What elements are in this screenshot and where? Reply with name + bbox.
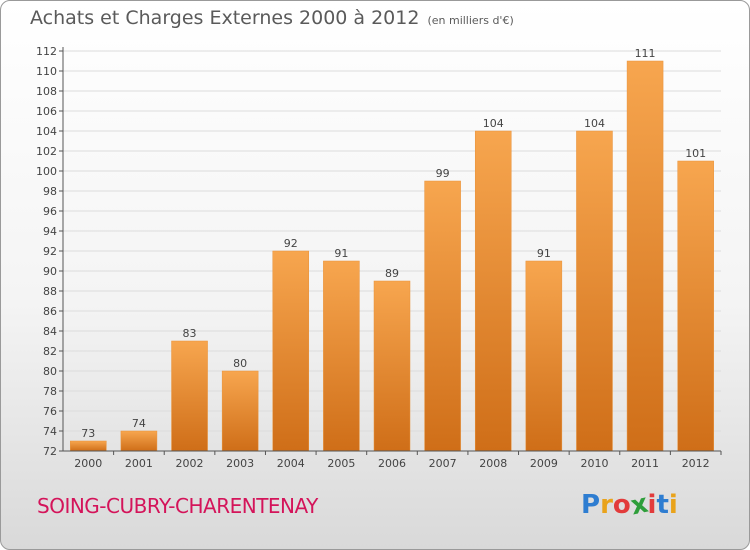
logo-letter: P [581,490,601,520]
proxiti-logo: Proxiti [581,489,678,522]
y-tick-label: 88 [43,285,57,298]
y-tick-label: 96 [43,205,57,218]
x-tick-label: 2009 [530,457,558,470]
bar-2011 [626,60,664,452]
title-text: Achats et Charges Externes 2000 à 2012 [30,7,420,29]
y-tick-label: 92 [43,245,57,258]
x-tick-label: 2003 [226,457,254,470]
bar-2005 [323,260,360,452]
data-label: 104 [584,117,605,130]
logo-letter: i [668,490,678,520]
y-tick-label: 76 [43,405,57,418]
y-tick-label: 84 [43,325,57,338]
y-tick-label: 78 [43,385,57,398]
logo-letter: r [600,490,613,520]
logo-letter: i [647,490,657,520]
data-label: 73 [81,427,95,440]
y-tick-label: 98 [43,185,57,198]
bar-2002 [171,340,208,452]
x-tick-label: 2011 [631,457,659,470]
y-tick-label: 72 [43,445,57,458]
data-label: 92 [284,237,298,250]
axes: 72 74 76 78 80 82 84 86 88 90 92 94 96 98 100 102 104 106… [36,45,722,470]
y-tick-label: 94 [43,225,57,238]
x-tick-label: 2004 [277,457,305,470]
logo-letter: o [612,490,631,520]
y-tick-label: 104 [36,125,57,138]
bar-2006 [373,280,411,452]
y-tick-label: 112 [36,45,57,58]
bar-2001 [120,430,158,452]
bar-2009 [525,260,563,452]
data-label: 99 [436,167,450,180]
data-label: 91 [537,247,551,260]
bar-2008 [474,130,512,452]
y-tick-label: 102 [36,145,57,158]
x-tick-label: 2007 [429,457,457,470]
city-name: SOING-CUBRY-CHARENTENAY [37,494,318,518]
data-label: 89 [385,267,399,280]
data-label: 83 [183,327,197,340]
y-tick-label: 100 [36,165,57,178]
logo-letter: t [656,490,669,520]
data-label: 91 [334,247,348,260]
y-tick-label: 82 [43,345,57,358]
bar-2007 [424,180,461,452]
x-tick-label: 2012 [682,457,710,470]
bar-2010 [576,130,613,452]
bar-2004 [272,250,310,452]
data-label: 74 [132,417,146,430]
bar-2003 [221,370,259,452]
bars: 73 74 83 80 92 91 89 99 104 91 104 111 101 [70,47,714,452]
x-tick-label: 2010 [580,457,608,470]
y-tick-label: 90 [43,265,57,278]
chart-title: Achats et Charges Externes 2000 à 2012 (e… [30,7,514,29]
y-tick-label: 86 [43,305,57,318]
x-tick-label: 2001 [125,457,153,470]
data-label: 111 [635,47,656,60]
data-label: 101 [685,147,706,160]
y-tick-label: 110 [36,65,57,78]
x-tick-label: 2000 [74,457,102,470]
x-tick-label: 2008 [479,457,507,470]
x-tick-label: 2006 [378,457,406,470]
y-tick-label: 108 [36,85,57,98]
bar-2012 [677,160,714,452]
y-tick-label: 106 [36,105,57,118]
y-tick-label: 74 [43,425,57,438]
title-unit: (en milliers d'€) [427,14,514,27]
x-tick-label: 2005 [327,457,355,470]
data-label: 80 [233,357,247,370]
y-tick-label: 80 [43,365,57,378]
x-tick-label: 2002 [176,457,204,470]
bar-2000 [70,440,107,452]
data-label: 104 [483,117,504,130]
